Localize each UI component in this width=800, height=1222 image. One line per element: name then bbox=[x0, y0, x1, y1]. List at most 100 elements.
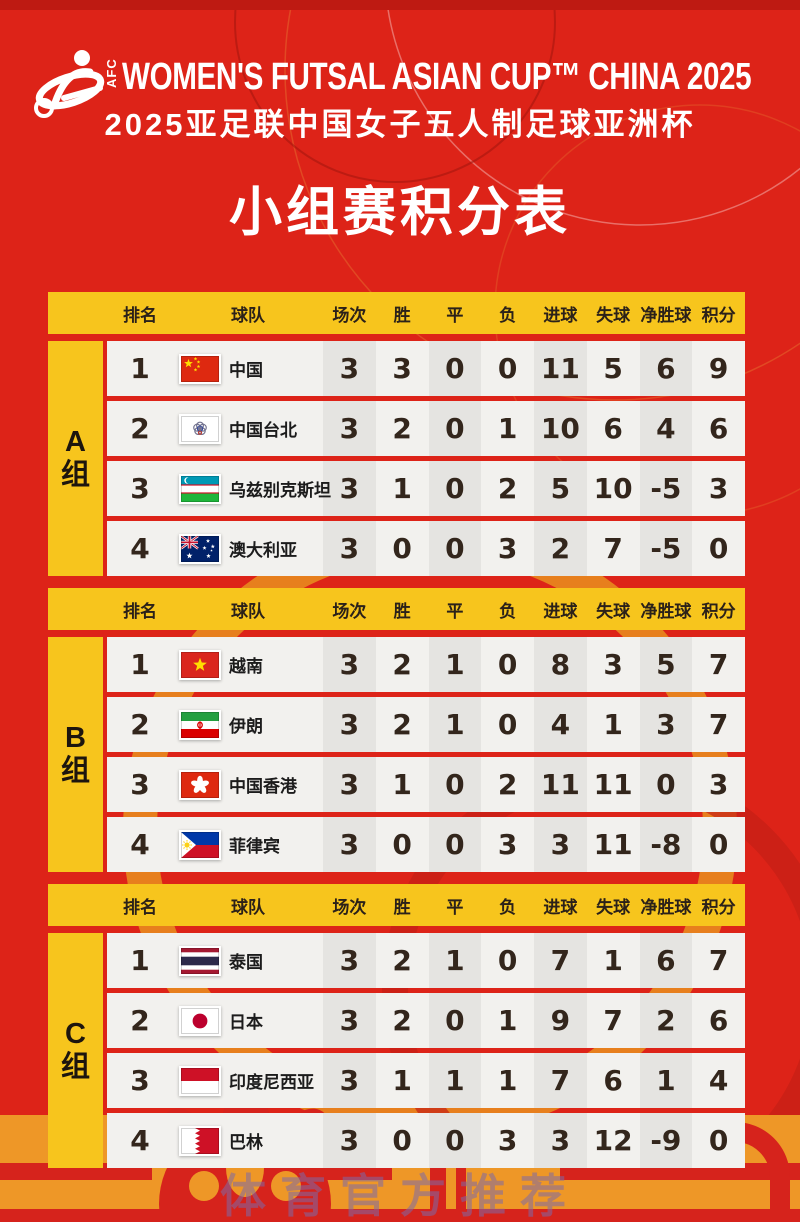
stat-value: 0 bbox=[428, 401, 482, 456]
stat-value: 2 bbox=[639, 993, 693, 1048]
stat-value: 3 bbox=[323, 401, 376, 456]
flag-australia-icon bbox=[179, 533, 221, 564]
tournament-title: WOMEN'S FUTSAL ASIAN CUP™ CHINA 2025 bbox=[122, 56, 752, 98]
stat-value: 2 bbox=[392, 648, 412, 681]
team-cell: 中国香港 bbox=[173, 757, 323, 812]
table-row: 3 中国香港 3 1 0 2 11 11 0 3 bbox=[107, 757, 745, 812]
column-header: 进球 bbox=[543, 305, 578, 325]
table-row: 2 中国台北 3 2 0 1 10 6 4 6 bbox=[107, 401, 745, 456]
stat-value: 1 bbox=[497, 412, 518, 445]
stat-value: 7 bbox=[708, 708, 729, 741]
team-cell: 伊朗 bbox=[173, 697, 323, 752]
column-header: 净胜球 bbox=[640, 601, 692, 621]
flag-vietnam-icon bbox=[179, 649, 221, 680]
afc-label: AFC bbox=[104, 58, 119, 88]
stat-value: 5 bbox=[639, 637, 693, 692]
table-row: 4 澳大利亚 3 0 0 3 2 7 -5 0 bbox=[107, 521, 745, 576]
column-header: 平 bbox=[446, 897, 464, 917]
rank-cell: 3 bbox=[130, 1064, 150, 1097]
stat-value: 2 bbox=[392, 412, 412, 445]
stat-value: 3 bbox=[497, 532, 518, 565]
table-header-row: 排名 球队 场次 胜 平 负 进球 失球 净胜球 积分 bbox=[48, 292, 745, 334]
column-header: 积分 bbox=[701, 305, 736, 325]
rank-cell: 1 bbox=[130, 352, 150, 385]
flag-japan-icon bbox=[179, 1005, 221, 1036]
watermark-text: 体育官方推荐 bbox=[220, 1170, 580, 1222]
flag-hong-kong-icon bbox=[179, 769, 221, 800]
stat-value: 7 bbox=[534, 933, 587, 988]
stat-value: -5 bbox=[639, 461, 693, 516]
stat-value: 1 bbox=[603, 944, 623, 977]
team-name: 越南 bbox=[229, 657, 263, 676]
stat-value: 4 bbox=[639, 401, 693, 456]
flag-chinese-taipei-icon bbox=[179, 413, 221, 444]
column-header: 排名 bbox=[123, 305, 157, 325]
table-header-row: 排名 球队 场次 胜 平 负 进球 失球 净胜球 积分 bbox=[48, 588, 745, 630]
column-header: 净胜球 bbox=[640, 305, 692, 325]
column-header: 平 bbox=[446, 601, 464, 621]
table-row: 1 中国 3 3 0 0 11 5 6 9 bbox=[107, 341, 745, 396]
stat-value: -8 bbox=[639, 817, 693, 872]
team-name: 印度尼西亚 bbox=[229, 1073, 314, 1092]
column-header: 胜 bbox=[393, 305, 411, 325]
team-cell: 澳大利亚 bbox=[173, 521, 323, 576]
rank-cell: 2 bbox=[130, 708, 150, 741]
stat-value: 9 bbox=[708, 352, 729, 385]
group-label-char: B bbox=[65, 722, 86, 755]
stat-value: 1 bbox=[428, 697, 482, 752]
table-row: 4 菲律宾 3 0 0 3 3 11 -8 0 bbox=[107, 817, 745, 872]
rank-cell: 1 bbox=[130, 944, 150, 977]
stat-value: 11 bbox=[593, 828, 633, 861]
stat-value: 3 bbox=[392, 352, 412, 385]
column-header: 积分 bbox=[701, 897, 736, 917]
stat-value: 8 bbox=[534, 637, 587, 692]
stat-value: 6 bbox=[639, 933, 693, 988]
stat-value: 7 bbox=[603, 532, 623, 565]
stat-value: 0 bbox=[392, 828, 412, 861]
stat-value: 0 bbox=[639, 757, 693, 812]
stat-value: 10 bbox=[593, 472, 633, 505]
team-cell: 中国台北 bbox=[173, 401, 323, 456]
team-name: 巴林 bbox=[229, 1133, 263, 1152]
column-header: 场次 bbox=[332, 601, 367, 621]
stat-value: 7 bbox=[603, 1004, 623, 1037]
stat-value: 7 bbox=[534, 1053, 587, 1108]
flag-uzbekistan-icon bbox=[179, 473, 221, 504]
stat-value: 1 bbox=[392, 472, 412, 505]
stat-value: 0 bbox=[497, 648, 518, 681]
page-title: 小组赛积分表 bbox=[229, 183, 571, 242]
stat-value: 0 bbox=[392, 532, 412, 565]
team-name: 中国 bbox=[229, 361, 263, 380]
stat-value: 2 bbox=[534, 521, 587, 576]
stat-value: 11 bbox=[534, 757, 587, 812]
stat-value: 3 bbox=[639, 697, 693, 752]
group-label-char: 组 bbox=[60, 1050, 90, 1083]
column-header: 场次 bbox=[332, 897, 367, 917]
stat-value: -5 bbox=[639, 521, 693, 576]
afc-logo-icon bbox=[34, 50, 105, 118]
group-label-char: 组 bbox=[60, 458, 90, 491]
stat-value: 3 bbox=[323, 697, 376, 752]
stat-value: 3 bbox=[323, 637, 376, 692]
column-header: 负 bbox=[499, 305, 517, 325]
flag-thailand-icon bbox=[179, 945, 221, 976]
team-name: 中国香港 bbox=[229, 777, 297, 796]
stat-value: 0 bbox=[497, 708, 518, 741]
column-header: 平 bbox=[446, 305, 464, 325]
stat-value: 2 bbox=[392, 708, 412, 741]
stat-value: 11 bbox=[593, 768, 633, 801]
stat-value: 3 bbox=[323, 521, 376, 576]
rank-cell: 2 bbox=[130, 1004, 150, 1037]
stat-value: 0 bbox=[428, 993, 482, 1048]
column-header: 负 bbox=[499, 897, 517, 917]
column-header: 排名 bbox=[123, 897, 157, 917]
team-name: 泰国 bbox=[229, 953, 263, 972]
stat-value: 3 bbox=[708, 768, 729, 801]
